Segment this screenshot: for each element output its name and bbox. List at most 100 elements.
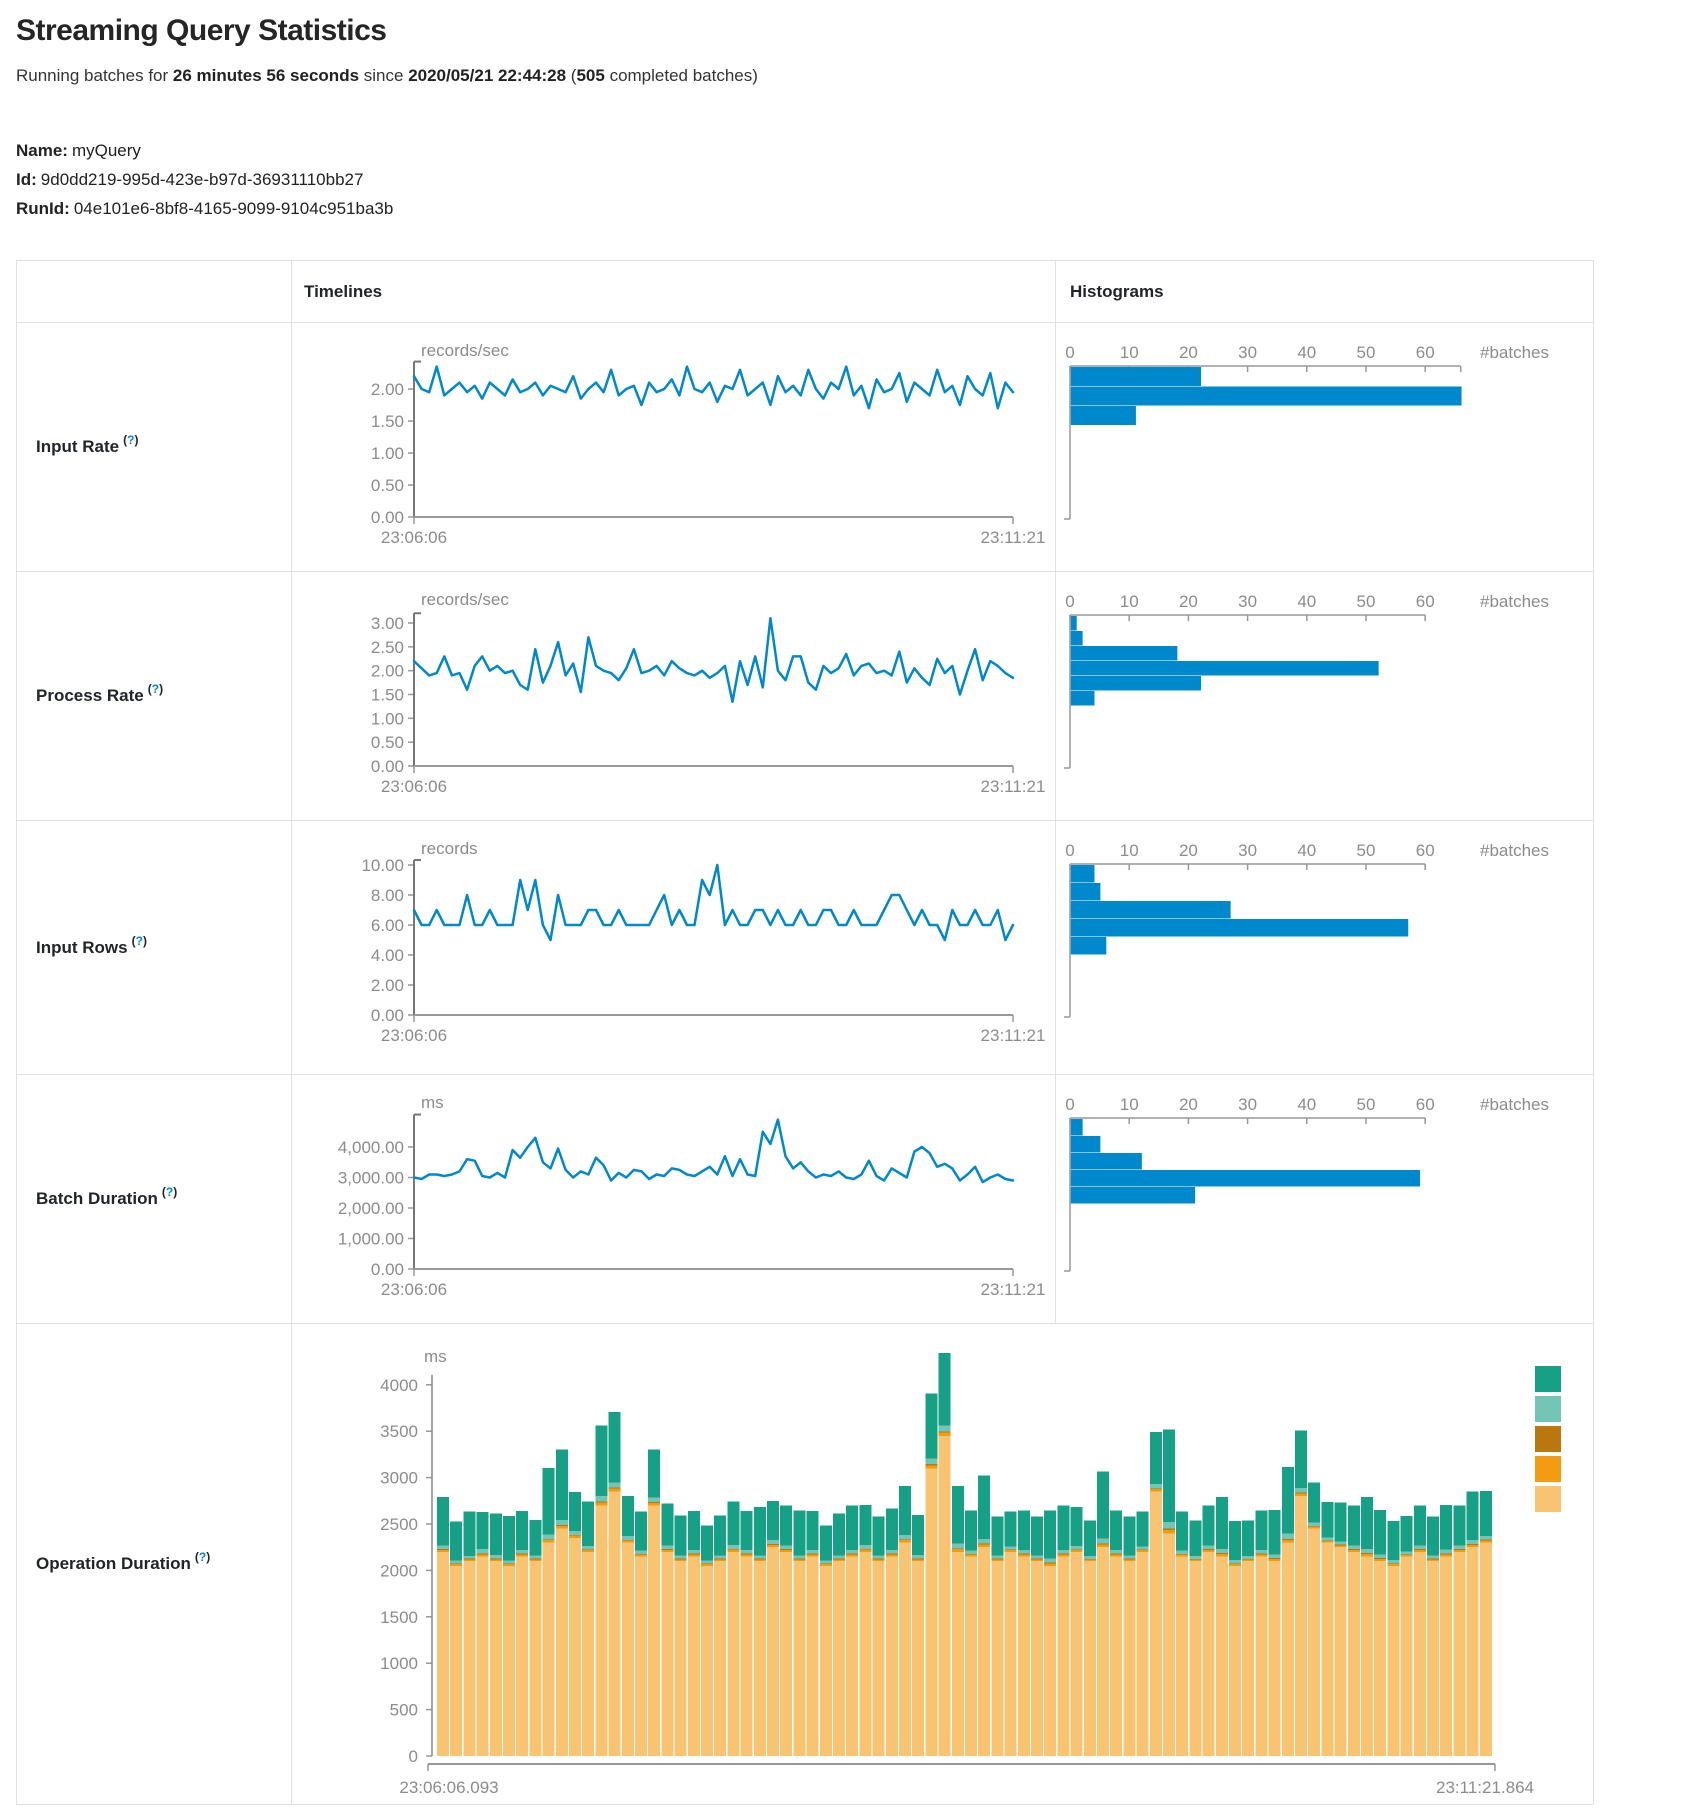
timeline-line bbox=[412, 1118, 1015, 1184]
input-rows-timeline: records 0.00 2.00 4.00 6.00 8.00 10.00 23:06:06… bbox=[292, 821, 1056, 1075]
stacked-bar-segment bbox=[1017, 1556, 1030, 1756]
stacked-bar-segment bbox=[846, 1505, 859, 1550]
stacked-bar-segment bbox=[1295, 1430, 1307, 1488]
query-name-value: myQuery bbox=[71, 141, 141, 160]
stacked-bar-segment bbox=[1083, 1559, 1096, 1562]
svg-text:2.00: 2.00 bbox=[371, 380, 404, 399]
timeline-svg: ms 0.00 1,000.00 2,000.00 3,000.00 4,000.00 23… bbox=[338, 1093, 1046, 1299]
stacked-bar-segment bbox=[1176, 1553, 1189, 1555]
stacked-bar-segment bbox=[661, 1549, 674, 1550]
histogram-bar bbox=[1070, 1187, 1196, 1204]
stacked-bar-segment bbox=[925, 1458, 938, 1465]
stacked-bar-segment bbox=[1083, 1520, 1096, 1556]
stacked-bar-segment bbox=[1308, 1525, 1321, 1527]
svg-text:50: 50 bbox=[1357, 592, 1376, 611]
stacked-bar-segment bbox=[1427, 1561, 1439, 1756]
stacked-bar-segment bbox=[1321, 1542, 1334, 1756]
input-rate-help-icon[interactable]: (?) bbox=[123, 433, 139, 447]
stacked-bar-segment bbox=[899, 1485, 911, 1536]
stacked-bar-segment bbox=[819, 1564, 832, 1566]
svg-text:50: 50 bbox=[1357, 1095, 1376, 1114]
stacked-bar-segment bbox=[1347, 1545, 1360, 1550]
stacked-bar-segment bbox=[687, 1550, 700, 1554]
svg-text:60: 60 bbox=[1416, 592, 1435, 611]
stacked-bar-segment bbox=[951, 1549, 964, 1552]
row-label-batch-duration: Batch Duration (?) bbox=[17, 1075, 292, 1324]
stacked-bar-segment bbox=[1031, 1555, 1043, 1559]
stacked-bar-segment bbox=[648, 1503, 661, 1506]
stacked-bar-segment bbox=[833, 1555, 845, 1559]
stacked-bar-segment bbox=[516, 1556, 529, 1756]
stacked-bar-segment bbox=[1268, 1561, 1281, 1756]
stacked-bar-segment bbox=[555, 1520, 568, 1526]
query-meta: Name: myQuery Id: 9d0dd219-995d-423e-b97d-… bbox=[16, 136, 393, 223]
stacked-bar-segment bbox=[608, 1482, 621, 1488]
stacked-bar-segment bbox=[1308, 1526, 1321, 1529]
stacked-bar-segment bbox=[1427, 1555, 1439, 1559]
stacked-bar-segment bbox=[978, 1538, 991, 1544]
stacked-bar-segment bbox=[1281, 1538, 1294, 1540]
stacked-bar-segment bbox=[740, 1511, 753, 1551]
stacked-bar-segment bbox=[1440, 1556, 1453, 1756]
x-axis: 23:06:06 23:11:21 bbox=[381, 516, 1045, 547]
svg-text:40: 40 bbox=[1297, 841, 1316, 860]
stacked-bar-segment bbox=[1361, 1554, 1373, 1557]
svg-text:records: records bbox=[421, 839, 478, 858]
svg-text:3,000.00: 3,000.00 bbox=[338, 1169, 404, 1188]
histograms-header: Histograms bbox=[1056, 261, 1593, 323]
timeline-svg: records/sec 0.00 0.50 1.00 1.50 2.00 2.50 3.00 2… bbox=[371, 590, 1046, 796]
stacked-bar-segment bbox=[1466, 1539, 1479, 1544]
stacked-bar-segment bbox=[780, 1549, 793, 1550]
operation-duration-help-icon[interactable]: (?) bbox=[194, 1550, 211, 1564]
stacked-bar-segment bbox=[727, 1501, 740, 1545]
stacked-bar-segment bbox=[463, 1558, 476, 1560]
stacked-bar-segment bbox=[1334, 1547, 1347, 1756]
stacked-bar-segment bbox=[1057, 1554, 1070, 1557]
stacked-bar-segment bbox=[885, 1553, 898, 1555]
stacked-bar-segment bbox=[450, 1563, 463, 1565]
stacked-bar-segment bbox=[1242, 1558, 1255, 1560]
input-rows-help-icon[interactable]: (?) bbox=[131, 933, 147, 948]
batch-duration-help-icon[interactable]: (?) bbox=[161, 1185, 178, 1199]
stacked-bar-segment bbox=[1149, 1484, 1162, 1489]
stacked-bar-segment bbox=[542, 1540, 555, 1543]
stacked-bar-segment bbox=[555, 1525, 568, 1527]
stacked-bar-segment bbox=[767, 1544, 779, 1548]
stacked-bar-segment bbox=[1255, 1510, 1268, 1551]
svg-text:3000: 3000 bbox=[380, 1469, 418, 1488]
stacked-bar-segment bbox=[951, 1543, 964, 1549]
stacked-bar-segment bbox=[833, 1559, 845, 1562]
stacked-bar-segment bbox=[727, 1548, 740, 1550]
stacked-bar-segment bbox=[1229, 1563, 1241, 1566]
stacked-bar-segment bbox=[780, 1545, 793, 1550]
timeline-line bbox=[412, 365, 1015, 410]
stacked-bar-segment bbox=[885, 1556, 898, 1756]
stacked-bar-segment bbox=[503, 1564, 515, 1566]
stacked-bar-segment bbox=[872, 1555, 885, 1559]
svg-text:4000: 4000 bbox=[380, 1376, 418, 1395]
svg-text:50: 50 bbox=[1357, 343, 1376, 362]
stacked-bar-segment bbox=[529, 1561, 542, 1756]
stacked-bar-segment bbox=[938, 1435, 951, 1756]
stacked-bar-segment bbox=[991, 1559, 1004, 1562]
stacked-bar-segment bbox=[476, 1556, 489, 1756]
stacked-bar-segment bbox=[450, 1521, 463, 1561]
row-label-input-rate: Input Rate (?) bbox=[17, 323, 292, 572]
operation-duration-chart: ms 0 500 1000 1500 2000 2500 3000 3500 4000 23:06:… bbox=[292, 1324, 1593, 1804]
stacked-bar-segment bbox=[1321, 1540, 1334, 1541]
y-axis: 0.00 0.50 1.00 1.50 2.00 2.50 3.00 bbox=[371, 612, 421, 776]
stacked-bar-segment bbox=[925, 1393, 938, 1459]
query-id-value: 9d0dd219-995d-423e-b97d-36931110bb27 bbox=[40, 170, 364, 189]
stacked-bar-segment bbox=[582, 1501, 595, 1546]
stacked-bar-segment bbox=[555, 1526, 568, 1529]
stacked-bar-segment bbox=[1242, 1561, 1255, 1756]
stacked-bar-segment bbox=[1413, 1549, 1426, 1550]
histogram-axis: 0 10 20 30 40 50 60 #batches bbox=[1064, 1095, 1549, 1272]
stacked-bar-segment bbox=[1361, 1496, 1373, 1549]
svg-text:0.00: 0.00 bbox=[371, 1260, 404, 1279]
process-rate-help-icon[interactable]: (?) bbox=[147, 682, 164, 696]
stacked-bar-segment bbox=[846, 1554, 859, 1557]
stacked-bar-segment bbox=[1295, 1493, 1307, 1497]
stacked-bar-segment bbox=[1321, 1540, 1334, 1543]
histogram-bar bbox=[1070, 901, 1231, 919]
